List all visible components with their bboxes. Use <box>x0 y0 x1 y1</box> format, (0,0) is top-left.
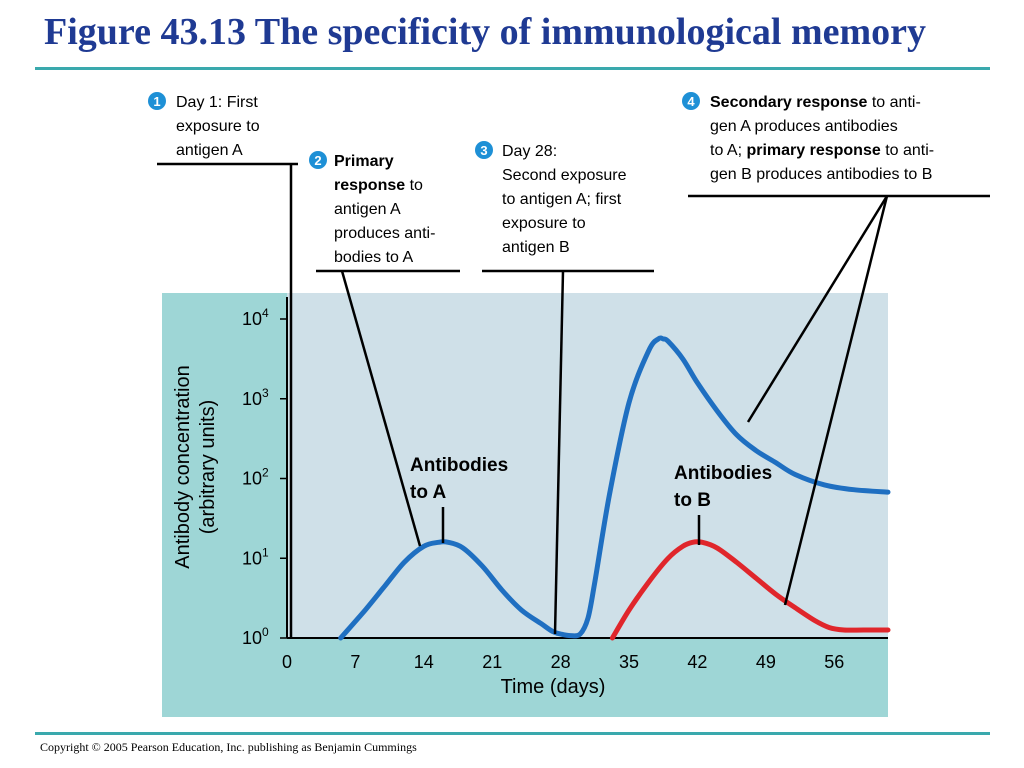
callout-primary-response: 2 Primary response to antigen A produces an… <box>309 151 460 273</box>
callout-3-line-4-run-1: exposure to <box>502 215 586 232</box>
y-tick-10-0: 100 <box>242 625 269 648</box>
callout-4-line-4-run-1: gen B produces antibodies to B <box>710 166 932 183</box>
leader-secondary-a <box>746 195 889 423</box>
y-tick-base: 10 <box>242 469 262 489</box>
callout-2-line-4-run-1: produces anti- <box>334 225 435 242</box>
leader-primary-b <box>783 195 889 606</box>
callout-day-28: 3 Day 28: Second exposure to antigen A; fi… <box>475 141 654 273</box>
x-tick-28: 28 <box>551 652 571 672</box>
y-tick-10-2: 102 <box>242 466 269 489</box>
step-1-badge <box>148 92 166 110</box>
y-tick-base: 10 <box>242 548 262 568</box>
slide-title: Figure 43.13 The specificity of immunolo… <box>44 11 926 53</box>
step-3-number: 3 <box>480 143 487 158</box>
y-tick-exponent: 1 <box>262 545 269 559</box>
callout-4-line-1-run-1: Secondary response <box>710 94 868 111</box>
label-b-line-2: to B <box>674 490 711 511</box>
label-b-line-1: Antibodies <box>674 463 772 484</box>
step-2-number: 2 <box>314 153 321 168</box>
y-tick-base: 10 <box>242 389 262 409</box>
y-tick-exponent: 0 <box>262 625 269 639</box>
figure: 1 Day 1: First exposure to antigen A 2 Pri… <box>148 92 990 717</box>
x-tick-labels: 0 7 14 21 28 35 42 49 56 <box>282 652 844 672</box>
y-tick-exponent: 3 <box>262 386 269 400</box>
callout-4-line-1-run-2: to anti- <box>867 94 920 111</box>
callout-3-line-5-run-1: antigen B <box>502 239 570 256</box>
y-tick-10-3: 103 <box>242 386 269 409</box>
x-tick-42: 42 <box>687 652 707 672</box>
callout-day-1: 1 Day 1: First exposure to antigen A <box>148 92 298 166</box>
callout-2-line-2-run-1: response <box>334 177 405 194</box>
callout-3-line-1-run-1: Day 28: <box>502 143 557 160</box>
y-tick-10-1: 101 <box>242 545 269 568</box>
callout-1-line-3-run-1: antigen A <box>176 142 243 159</box>
callout-2-text: Primary response to antigen A produces anti… <box>334 153 435 266</box>
bottom-divider <box>35 732 990 735</box>
callout-4-line-3-run-2: primary response <box>746 142 880 159</box>
label-antibodies-to-b: Antibodies to B <box>674 463 772 545</box>
x-tick-21: 21 <box>482 652 502 672</box>
y-tick-base: 10 <box>242 309 262 329</box>
plot-inner-area <box>287 293 888 638</box>
callout-4-text: Secondary response to anti-gen A produce… <box>710 94 934 183</box>
copyright-notice: Copyright © 2005 Pearson Education, Inc.… <box>40 740 417 754</box>
callout-4-line-3-run-3: to anti- <box>881 142 934 159</box>
step-3-badge <box>475 141 493 159</box>
y-axis-title: Antibody concentration (arbitrary units) <box>172 365 219 568</box>
y-tick-exponent: 2 <box>262 466 269 480</box>
leader-day-28 <box>553 270 565 635</box>
x-tick-56: 56 <box>824 652 844 672</box>
callout-4-line-2-run-1: gen A produces antibodies <box>710 118 898 135</box>
callout-1-line-2-run-1: exposure to <box>176 118 260 135</box>
callout-2-line-5-run-1: bodies to A <box>334 249 414 266</box>
callout-3-line-2-run-1: Second exposure <box>502 167 627 184</box>
label-antibodies-to-a: Antibodies to A <box>410 455 508 543</box>
top-divider <box>35 67 990 70</box>
x-axis-title: Time (days) <box>501 676 606 698</box>
y-tick-10-4: 104 <box>242 306 269 329</box>
x-tick-7: 7 <box>350 652 360 672</box>
x-tick-14: 14 <box>414 652 434 672</box>
callout-2-line-1-run-1: Primary <box>334 153 394 170</box>
step-1-number: 1 <box>153 94 160 109</box>
label-a-line-2: to A <box>410 482 447 503</box>
callout-3-line-3-run-1: to antigen A; first <box>502 191 622 208</box>
callout-2-line-3-run-1: antigen A <box>334 201 401 218</box>
callout-3-text: Day 28: Second exposure to antigen A; firs… <box>502 143 627 256</box>
callout-1-line-1-run-1: Day 1: First <box>176 94 258 111</box>
callout-2-line-2-run-2: to <box>405 177 423 194</box>
y-axis-title-line-1: Antibody concentration <box>172 365 194 568</box>
y-tick-exponent: 4 <box>262 306 269 320</box>
x-tick-49: 49 <box>756 652 776 672</box>
y-tick-base: 10 <box>242 628 262 648</box>
callout-1-text: Day 1: First exposure to antigen A <box>176 94 260 159</box>
series-antibodies-to-b-line <box>609 539 891 641</box>
callout-secondary-response: 4 Secondary response to anti-gen A produ… <box>682 92 990 198</box>
x-tick-35: 35 <box>619 652 639 672</box>
label-a-line-1: Antibodies <box>410 455 508 476</box>
y-axis-title-line-2: (arbitrary units) <box>197 400 219 534</box>
x-tick-0: 0 <box>282 652 292 672</box>
leader-primary-response <box>340 270 422 547</box>
step-4-badge <box>682 92 700 110</box>
callout-4-line-3-run-1: to A; <box>710 142 746 159</box>
step-4-number: 4 <box>687 94 695 109</box>
step-2-badge <box>309 151 327 169</box>
